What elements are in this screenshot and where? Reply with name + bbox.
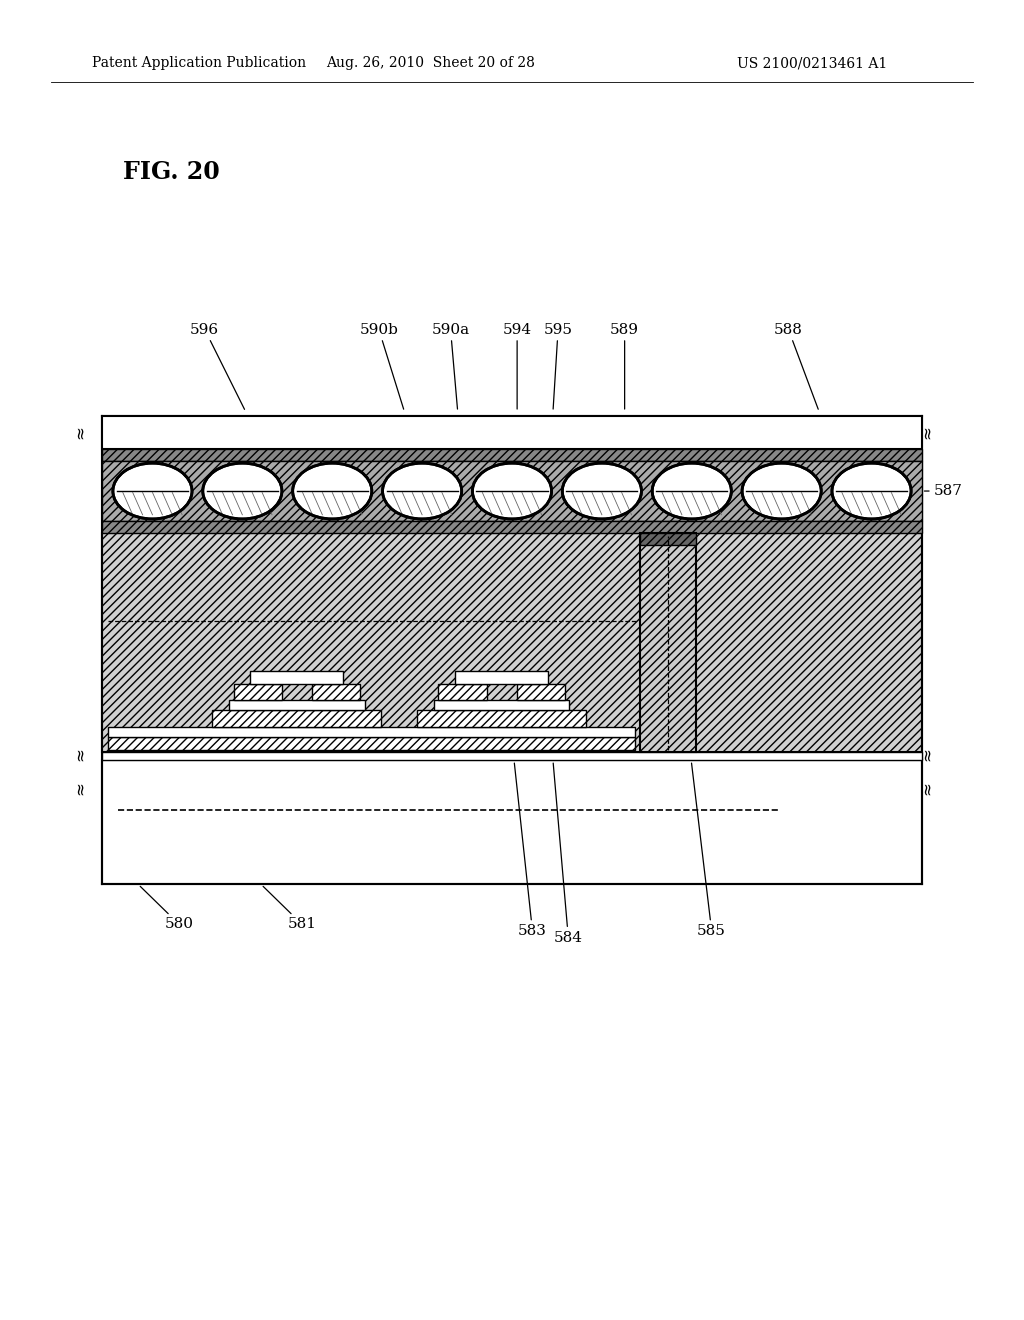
Ellipse shape (113, 463, 193, 519)
Polygon shape (474, 491, 550, 519)
Text: 590b: 590b (359, 322, 403, 409)
Bar (233, 684, 282, 700)
Bar (108, 727, 635, 737)
Bar (102, 760, 922, 884)
Bar (212, 710, 381, 727)
Text: 596: 596 (190, 322, 245, 409)
Bar (229, 700, 365, 710)
Text: 583: 583 (514, 763, 547, 939)
Ellipse shape (742, 463, 821, 519)
Bar (517, 684, 565, 700)
Text: ≈: ≈ (71, 780, 89, 795)
Ellipse shape (652, 463, 731, 519)
Text: 590a: 590a (431, 322, 470, 409)
Text: 587: 587 (934, 484, 963, 498)
Polygon shape (384, 491, 461, 519)
Ellipse shape (472, 463, 552, 519)
Bar (102, 416, 922, 449)
Ellipse shape (293, 463, 372, 519)
Bar (640, 533, 696, 752)
Bar (418, 710, 586, 727)
Text: 588: 588 (774, 322, 818, 409)
Bar (102, 521, 922, 533)
Text: 580: 580 (140, 886, 194, 932)
Text: 589: 589 (610, 322, 639, 409)
Polygon shape (294, 491, 371, 519)
Polygon shape (204, 491, 281, 519)
Text: 594: 594 (503, 322, 531, 409)
Bar (102, 461, 922, 521)
Ellipse shape (383, 463, 462, 519)
Polygon shape (653, 491, 730, 519)
Text: Patent Application Publication: Patent Application Publication (92, 57, 306, 70)
Text: ≈: ≈ (918, 747, 936, 760)
Text: ≈: ≈ (918, 780, 936, 795)
Text: 595: 595 (544, 322, 572, 409)
Polygon shape (563, 491, 640, 519)
Bar (102, 533, 922, 752)
Bar (108, 737, 635, 750)
Polygon shape (834, 491, 910, 519)
Bar (102, 449, 922, 461)
Polygon shape (114, 491, 190, 519)
Text: ≈: ≈ (71, 425, 89, 440)
Polygon shape (743, 491, 820, 519)
Text: Aug. 26, 2010  Sheet 20 of 28: Aug. 26, 2010 Sheet 20 of 28 (326, 57, 535, 70)
Bar (438, 684, 486, 700)
Bar (640, 533, 696, 545)
Bar (251, 671, 343, 684)
Text: FIG. 20: FIG. 20 (123, 160, 219, 183)
Ellipse shape (203, 463, 282, 519)
Text: 585: 585 (691, 763, 726, 939)
Bar (456, 671, 548, 684)
Bar (434, 700, 569, 710)
Text: US 2100/0213461 A1: US 2100/0213461 A1 (737, 57, 888, 70)
Ellipse shape (831, 463, 911, 519)
Bar (102, 752, 922, 760)
Text: ≈: ≈ (918, 425, 936, 440)
Text: 584: 584 (553, 763, 583, 945)
Text: 581: 581 (263, 886, 316, 932)
Text: ≈: ≈ (71, 747, 89, 760)
Ellipse shape (562, 463, 641, 519)
Bar (312, 684, 360, 700)
